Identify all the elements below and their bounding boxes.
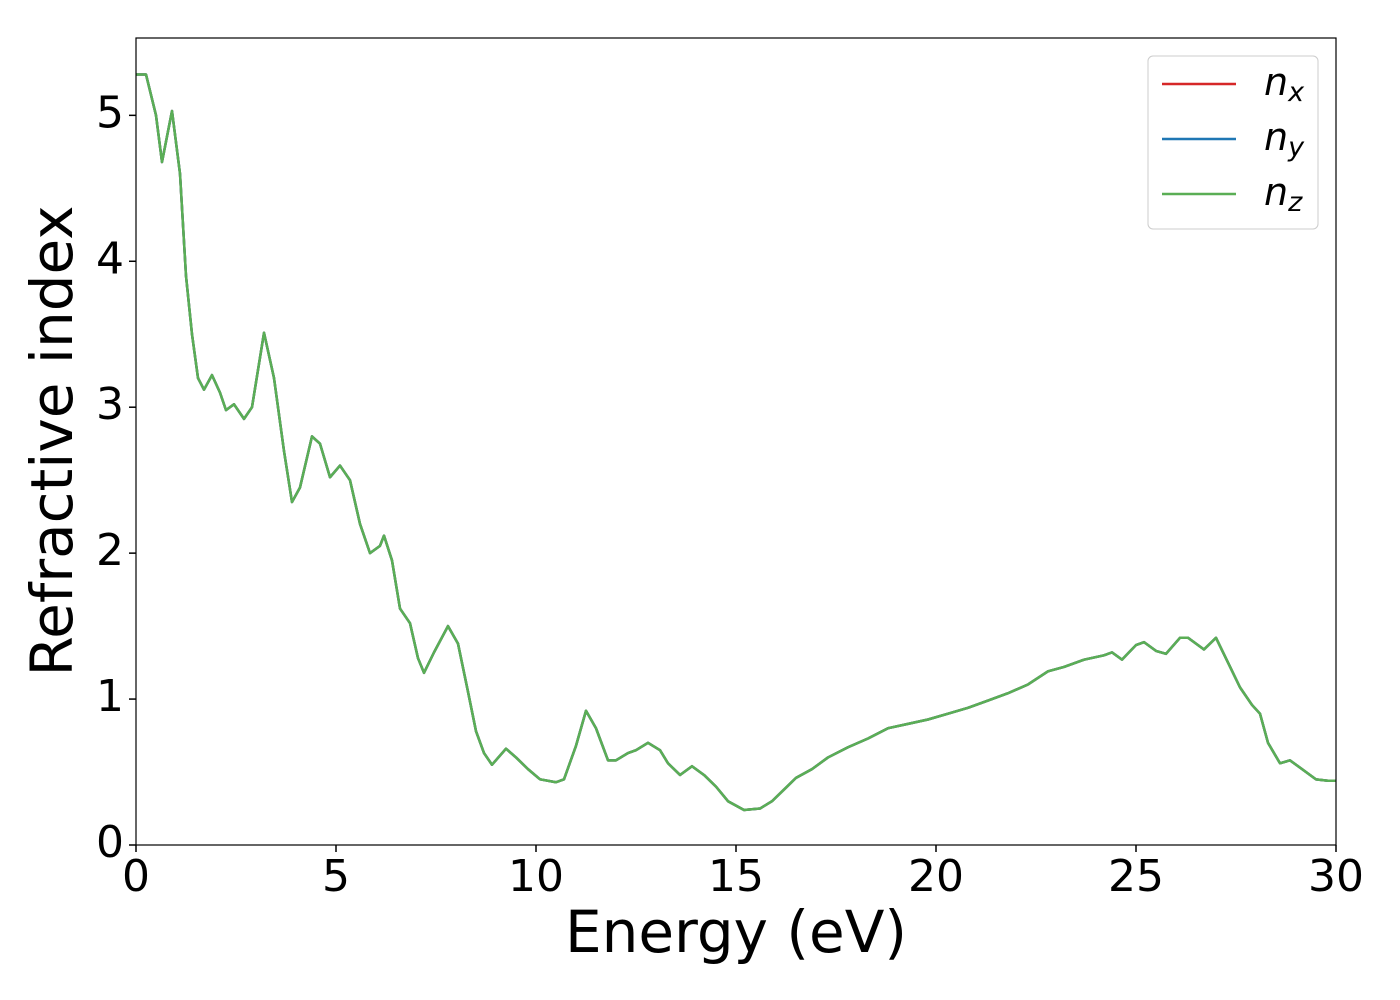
x-tick-label: 20 xyxy=(908,851,964,902)
x-tick-label: 30 xyxy=(1308,851,1364,902)
plot-frame xyxy=(135,37,1337,846)
x-tick-label: 25 xyxy=(1108,851,1164,902)
legend-label: nx xyxy=(1264,60,1305,108)
y-tick-label: 1 xyxy=(96,671,124,722)
data-line xyxy=(136,73,1336,812)
x-tick-label: 10 xyxy=(508,851,564,902)
y-tick-label: 4 xyxy=(96,233,124,284)
y-tick-label: 5 xyxy=(96,87,124,138)
x-tick-label: 0 xyxy=(122,851,150,902)
y-tick-label: 2 xyxy=(96,525,124,576)
x-tick-label: 5 xyxy=(322,851,350,902)
y-axis-label: Refractive index xyxy=(18,205,86,676)
y-tick-label: 3 xyxy=(96,379,124,430)
legend-label: ny xyxy=(1264,115,1305,163)
legend-label: nz xyxy=(1264,170,1303,218)
x-axis-label: Energy (eV) xyxy=(565,898,907,966)
legend-box xyxy=(1147,55,1319,230)
y-tick-label: 0 xyxy=(96,817,124,868)
x-tick-label: 15 xyxy=(708,851,764,902)
